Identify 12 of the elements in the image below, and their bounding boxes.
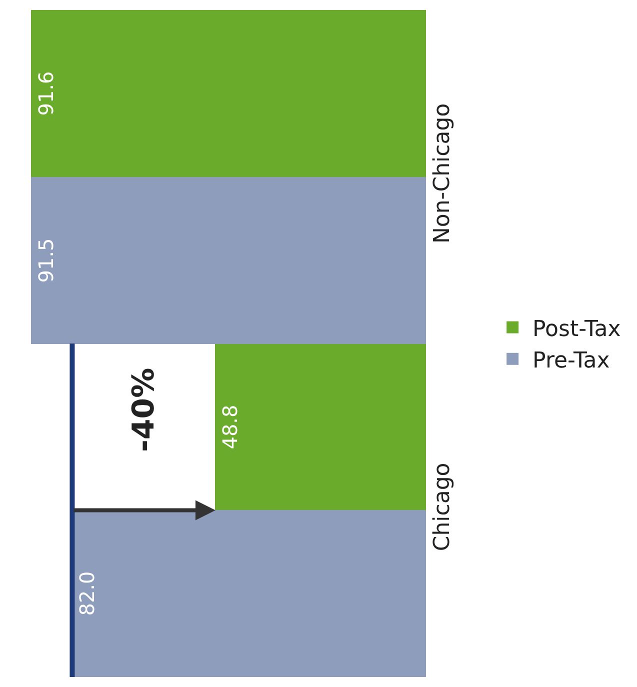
data-label: 48.8	[218, 404, 242, 450]
annotation: -40%	[126, 368, 162, 452]
data-label: 82.0	[75, 571, 99, 616]
legend-label: Pre-Tax	[532, 348, 610, 374]
data-label: 91.6	[34, 71, 58, 116]
bar	[215, 344, 426, 510]
y-tick-label: Chicago	[430, 462, 455, 552]
bar	[31, 177, 426, 344]
y-tick-label: Non-Chicago	[430, 103, 455, 244]
data-label: 91.5	[34, 238, 58, 283]
bar	[31, 10, 426, 177]
legend-label: Post-Tax	[532, 316, 621, 342]
